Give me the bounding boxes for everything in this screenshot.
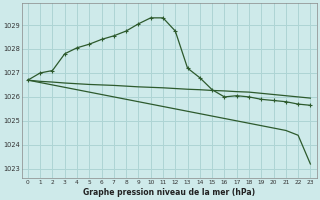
X-axis label: Graphe pression niveau de la mer (hPa): Graphe pression niveau de la mer (hPa): [83, 188, 255, 197]
